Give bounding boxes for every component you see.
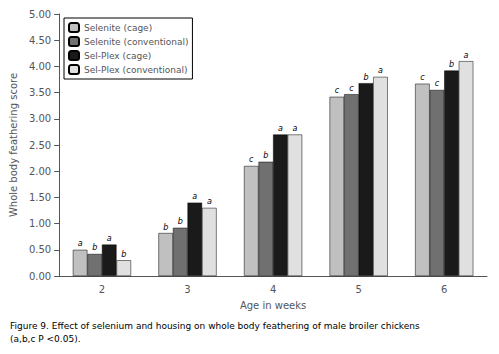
svg-text:b: b xyxy=(121,250,126,259)
svg-text:c: c xyxy=(335,86,340,95)
svg-text:Sel-Plex (conventional): Sel-Plex (conventional) xyxy=(84,65,188,75)
svg-text:4: 4 xyxy=(270,284,276,295)
svg-text:b: b xyxy=(92,243,97,252)
svg-text:6: 6 xyxy=(441,284,447,295)
svg-text:3: 3 xyxy=(184,284,190,295)
svg-text:b: b xyxy=(178,217,183,226)
svg-text:3.50: 3.50 xyxy=(29,87,51,98)
svg-text:3.00: 3.00 xyxy=(29,113,51,124)
svg-text:5.00: 5.00 xyxy=(29,9,51,20)
svg-text:c: c xyxy=(435,79,440,88)
svg-text:a: a xyxy=(192,192,197,201)
svg-text:0.00: 0.00 xyxy=(29,271,51,282)
svg-text:1.50: 1.50 xyxy=(29,192,51,203)
svg-text:Selenite (conventional): Selenite (conventional) xyxy=(84,37,188,47)
svg-text:2: 2 xyxy=(99,284,105,295)
svg-text:5: 5 xyxy=(355,284,361,295)
svg-text:b: b xyxy=(263,151,268,160)
svg-text:4.00: 4.00 xyxy=(29,61,51,72)
svg-text:c: c xyxy=(349,84,354,93)
svg-text:a: a xyxy=(278,124,283,133)
svg-text:Figure 9. Effect of selenium a: Figure 9. Effect of selenium and housing… xyxy=(10,321,420,331)
svg-text:Selenite (cage): Selenite (cage) xyxy=(84,23,152,33)
svg-text:0.50: 0.50 xyxy=(29,244,51,255)
svg-text:a: a xyxy=(378,66,383,75)
svg-text:b: b xyxy=(363,73,368,82)
svg-text:Age in weeks: Age in weeks xyxy=(240,300,306,311)
svg-text:a: a xyxy=(464,51,469,60)
svg-text:a: a xyxy=(207,197,212,206)
svg-text:1.00: 1.00 xyxy=(29,218,51,229)
svg-text:b: b xyxy=(163,223,168,232)
svg-text:c: c xyxy=(420,73,425,82)
svg-text:a: a xyxy=(292,124,297,133)
svg-text:(a,b,c P <0.05).: (a,b,c P <0.05). xyxy=(10,334,81,344)
svg-text:c: c xyxy=(249,155,254,164)
svg-text:Sel-Plex (cage): Sel-Plex (cage) xyxy=(84,51,151,61)
svg-text:a: a xyxy=(78,239,83,248)
svg-text:Whole body feathering score: Whole body feathering score xyxy=(8,73,19,217)
svg-text:b: b xyxy=(449,60,454,69)
svg-text:2.50: 2.50 xyxy=(29,140,51,151)
svg-text:4.50: 4.50 xyxy=(29,35,51,46)
svg-text:2.00: 2.00 xyxy=(29,166,51,177)
svg-text:a: a xyxy=(107,234,112,243)
